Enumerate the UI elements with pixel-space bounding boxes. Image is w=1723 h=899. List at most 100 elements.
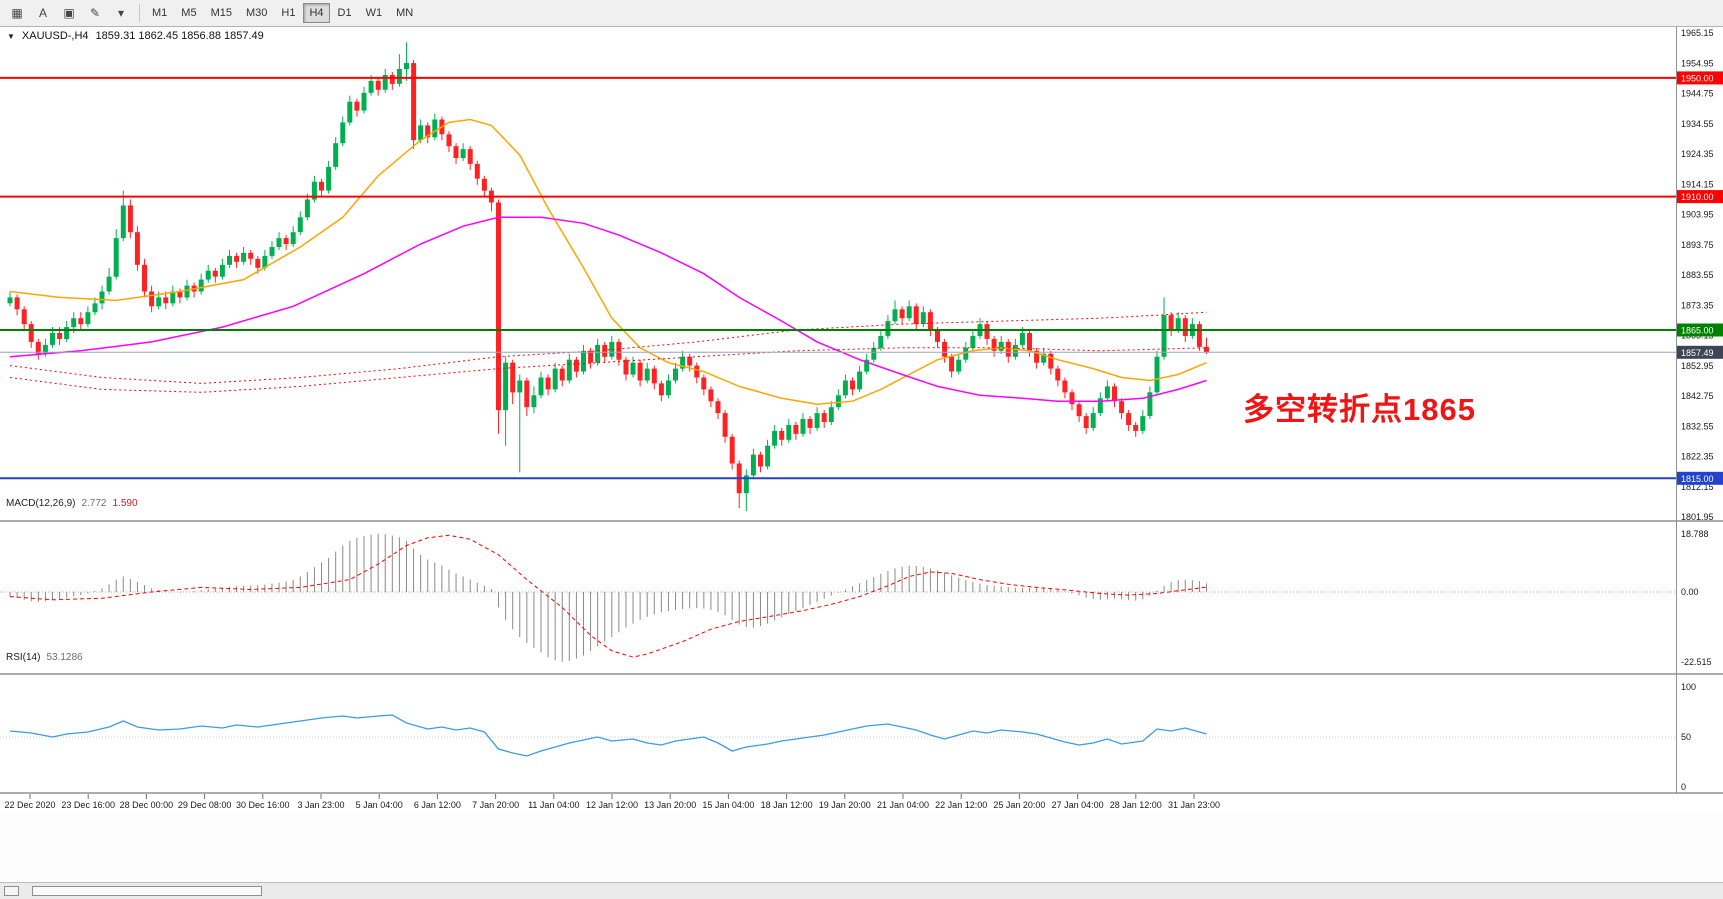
candle bbox=[333, 137, 339, 170]
candle bbox=[1168, 312, 1174, 336]
panel-separator[interactable] bbox=[0, 792, 1723, 794]
candle bbox=[637, 359, 643, 387]
candle bbox=[106, 267, 112, 295]
price-tick-label: 1873.35 bbox=[1681, 300, 1714, 310]
timeframe-button-m5[interactable]: M5 bbox=[181, 7, 197, 19]
time-tick-label: 5 Jan 04:00 bbox=[356, 800, 403, 810]
time-tick-label: 11 Jan 04:00 bbox=[528, 800, 579, 810]
candle bbox=[460, 143, 466, 161]
candles-layer bbox=[7, 42, 1209, 511]
text-annotation-icon[interactable]: A bbox=[38, 6, 47, 20]
candle bbox=[658, 380, 664, 402]
caret-down-icon[interactable]: ▾ bbox=[117, 6, 125, 20]
candle bbox=[765, 439, 771, 470]
candle bbox=[1189, 318, 1195, 339]
svg-text:1815.00: 1815.00 bbox=[1681, 474, 1714, 484]
candle bbox=[205, 264, 211, 283]
candle bbox=[1104, 380, 1110, 402]
symbol-dropdown-icon[interactable]: ▼ bbox=[7, 31, 15, 41]
timeframe-button-m30[interactable]: M30 bbox=[245, 7, 268, 19]
candle bbox=[404, 42, 409, 81]
macd-histogram bbox=[9, 533, 1208, 662]
candle bbox=[743, 469, 749, 511]
timeframe-button-h4[interactable]: H4 bbox=[303, 3, 330, 23]
time-tick-label: 13 Jan 20:00 bbox=[644, 800, 696, 810]
timeframe-button-m1[interactable]: M1 bbox=[152, 7, 168, 19]
candle bbox=[35, 338, 41, 360]
candle bbox=[545, 374, 551, 396]
candle bbox=[425, 122, 431, 144]
candle bbox=[630, 356, 636, 378]
candle bbox=[715, 398, 721, 419]
candle bbox=[786, 419, 792, 443]
candle bbox=[779, 427, 785, 446]
candle bbox=[1112, 383, 1117, 408]
ma-orange bbox=[9, 118, 1207, 405]
candle bbox=[1005, 338, 1011, 363]
svg-text:1950.00: 1950.00 bbox=[1681, 73, 1714, 83]
candle bbox=[474, 161, 480, 185]
macd-signal-line bbox=[9, 534, 1207, 658]
candle bbox=[411, 60, 417, 150]
price-tick-label: 1883.55 bbox=[1681, 270, 1714, 280]
time-tick-label: 7 Jan 20:00 bbox=[472, 800, 519, 810]
candle bbox=[1062, 377, 1068, 399]
candle bbox=[276, 232, 282, 250]
candle bbox=[772, 425, 778, 449]
candle bbox=[64, 321, 70, 342]
candle bbox=[864, 353, 870, 375]
time-tick-label: 25 Jan 20:00 bbox=[993, 800, 1045, 810]
candle bbox=[418, 119, 424, 144]
candle bbox=[878, 330, 884, 351]
panel-separator[interactable] bbox=[0, 520, 1723, 522]
chart-canvas[interactable]: 1965.15 1954.95 1944.75 1934.55 1924.35 1914.… bbox=[0, 27, 1723, 813]
candle bbox=[467, 146, 473, 170]
candle bbox=[899, 306, 905, 325]
chart-grid-icon[interactable]: ▦ bbox=[11, 6, 23, 20]
candle bbox=[297, 211, 303, 236]
time-tick-label: 30 Dec 16:00 bbox=[236, 800, 290, 810]
candle bbox=[722, 410, 728, 443]
candle bbox=[991, 336, 997, 357]
candle bbox=[1182, 315, 1188, 342]
candle bbox=[1161, 297, 1167, 360]
svg-text:1865.00: 1865.00 bbox=[1681, 326, 1714, 336]
candle bbox=[496, 199, 501, 434]
chart-window-icon[interactable]: ▣ bbox=[63, 6, 75, 20]
bid-price-chip: 1857.49 bbox=[1677, 345, 1723, 359]
candle bbox=[78, 312, 84, 330]
candle bbox=[319, 178, 324, 197]
timeframe-button-h1[interactable]: H1 bbox=[281, 7, 296, 19]
candle bbox=[269, 241, 275, 259]
candle bbox=[382, 69, 388, 93]
panel-separator[interactable] bbox=[0, 673, 1723, 675]
candle bbox=[191, 282, 197, 298]
edit-indicator-icon[interactable]: ✎ bbox=[89, 6, 101, 20]
price-tick-label: 1914.15 bbox=[1681, 179, 1714, 189]
candle bbox=[354, 98, 360, 117]
macd-axis-label: 0.00 bbox=[1681, 587, 1699, 597]
candle bbox=[234, 252, 240, 268]
candle bbox=[927, 309, 933, 336]
candle bbox=[503, 356, 509, 446]
time-tick-label: 28 Jan 12:00 bbox=[1110, 800, 1162, 810]
candle bbox=[559, 365, 565, 387]
hscrollbar-thumb[interactable] bbox=[32, 886, 262, 896]
candle bbox=[1041, 347, 1047, 366]
candle bbox=[524, 377, 530, 417]
candle bbox=[248, 250, 254, 265]
timeframe-button-mn[interactable]: MN bbox=[396, 7, 414, 19]
candle bbox=[1076, 401, 1082, 422]
timeframe-button-d1[interactable]: D1 bbox=[337, 7, 352, 19]
time-tick-label: 28 Dec 00:00 bbox=[120, 800, 174, 810]
candle bbox=[1090, 407, 1096, 431]
chart-annotation-text[interactable]: 多空转折点1865 bbox=[1243, 392, 1476, 427]
rsi-line bbox=[9, 714, 1207, 757]
candle bbox=[573, 356, 579, 378]
candle bbox=[920, 306, 926, 328]
candle bbox=[446, 131, 452, 153]
footer bbox=[0, 813, 1723, 899]
timeframe-button-m15[interactable]: M15 bbox=[210, 7, 232, 19]
rsi-axis-label: 0 bbox=[1681, 782, 1686, 792]
timeframe-button-w1[interactable]: W1 bbox=[365, 7, 383, 19]
